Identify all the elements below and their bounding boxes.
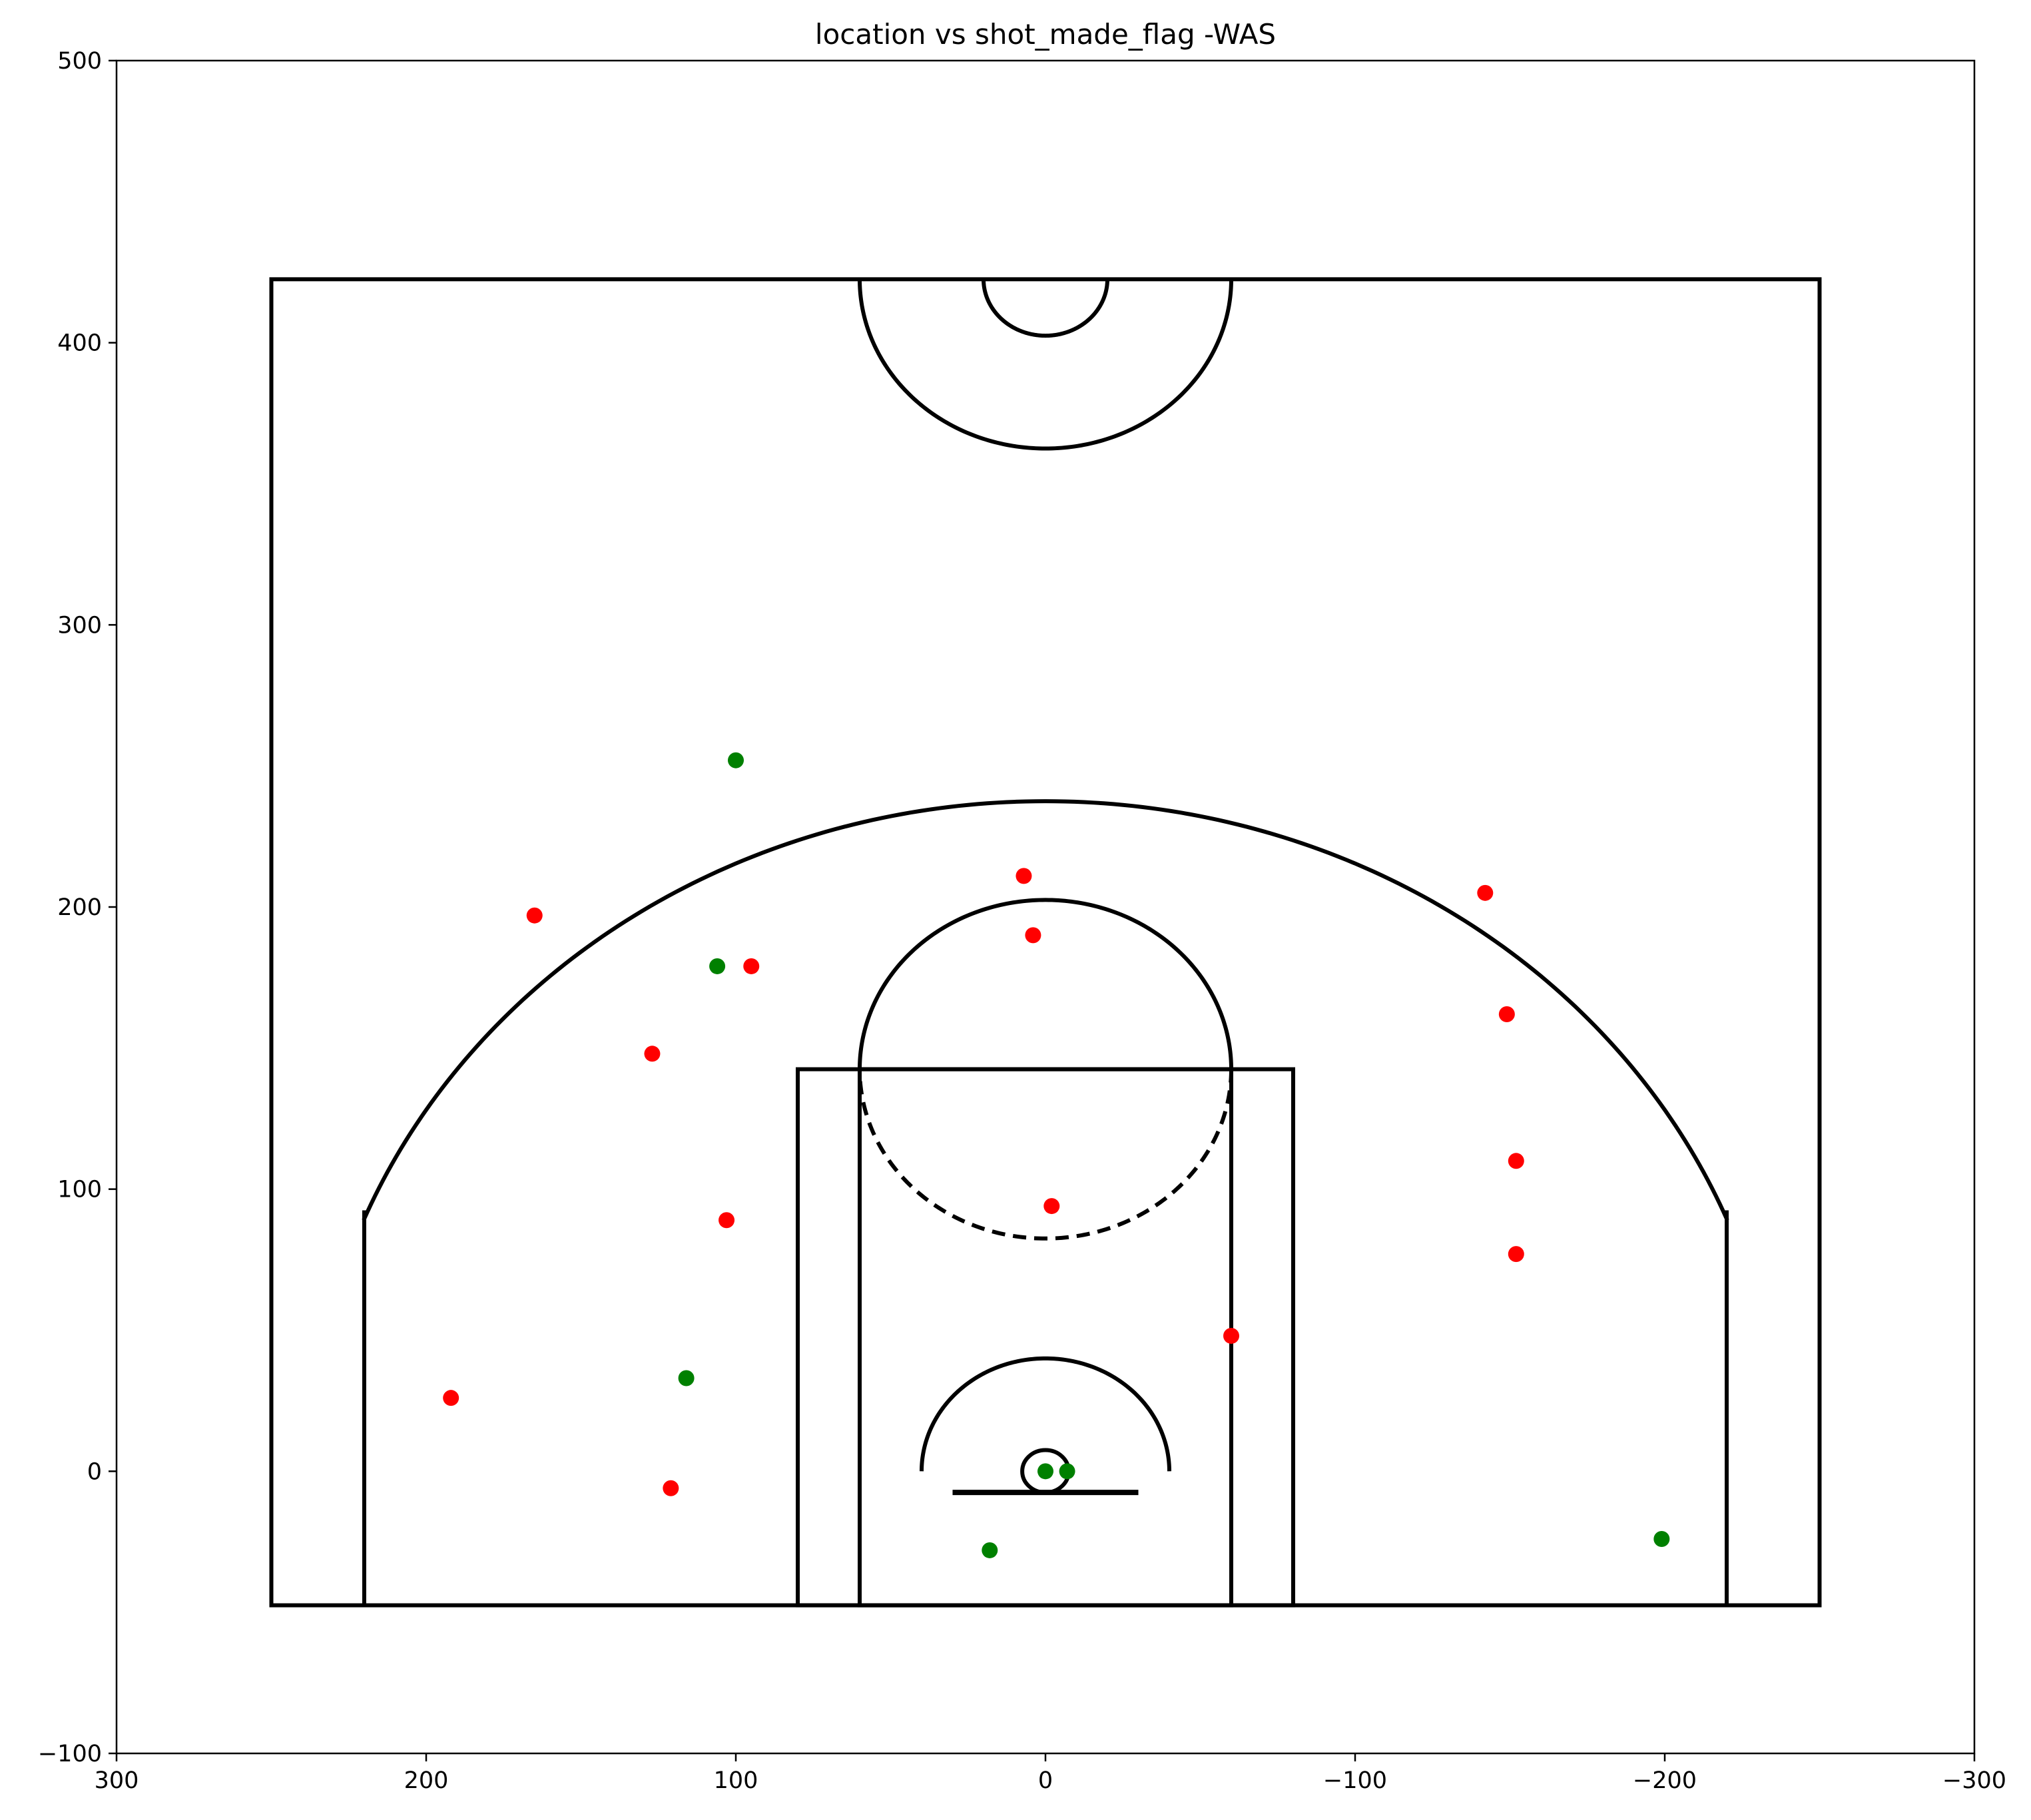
missed-shot-point bbox=[1477, 884, 1494, 901]
y-tick-label: 200 bbox=[57, 894, 102, 921]
missed-shot-point bbox=[1025, 927, 1041, 944]
missed-shot-point bbox=[719, 1212, 735, 1229]
made-shot-point bbox=[982, 1542, 998, 1558]
made-shot-point bbox=[678, 1370, 695, 1386]
y-tick-label: 100 bbox=[57, 1177, 102, 1203]
y-tick-label: −100 bbox=[38, 1741, 102, 1767]
y-tick-label: 500 bbox=[57, 48, 102, 75]
missed-shot-point bbox=[1508, 1246, 1524, 1263]
x-axis: 300 200 100 0 −100 −200 −300 bbox=[95, 1753, 2006, 1794]
missed-shot-point bbox=[1508, 1153, 1524, 1169]
y-axis: 500 400 300 200 100 0 −100 bbox=[38, 48, 117, 1767]
x-tick-label: 200 bbox=[404, 1767, 449, 1794]
missed-shot-point bbox=[443, 1390, 459, 1406]
missed-shot-point bbox=[663, 1480, 679, 1496]
missed-shot-point bbox=[644, 1046, 661, 1062]
free-throw-arc-top bbox=[858, 898, 1233, 1069]
missed-shot-point bbox=[1043, 1198, 1060, 1215]
court-lines bbox=[269, 277, 1822, 1608]
center-arc-outer bbox=[858, 279, 1233, 451]
free-throw-arc-bottom bbox=[858, 1069, 1233, 1241]
missed-shot-point bbox=[1223, 1327, 1239, 1344]
center-arc-inner bbox=[982, 279, 1109, 338]
made-shot-point bbox=[728, 752, 744, 768]
y-tick-label: 0 bbox=[87, 1458, 102, 1485]
x-tick-label: −200 bbox=[1633, 1767, 1697, 1794]
made-shot-point bbox=[709, 958, 726, 974]
x-tick-label: 300 bbox=[95, 1767, 139, 1794]
shot-points bbox=[443, 752, 1670, 1558]
x-tick-label: −300 bbox=[1942, 1767, 2006, 1794]
y-tick-label: 300 bbox=[57, 612, 102, 639]
y-tick-label: 400 bbox=[57, 330, 102, 357]
made-shot-point bbox=[1059, 1463, 1075, 1480]
missed-shot-point bbox=[526, 907, 543, 924]
made-shot-point bbox=[1653, 1531, 1670, 1548]
x-tick-label: 0 bbox=[1038, 1767, 1053, 1794]
missed-shot-point bbox=[743, 958, 760, 974]
three-point-arc bbox=[362, 799, 1729, 1221]
x-tick-label: −100 bbox=[1323, 1767, 1387, 1794]
chart-title: location vs shot_made_flag -WAS bbox=[815, 18, 1276, 51]
missed-shot-point bbox=[1016, 868, 1032, 884]
restricted-area-arc bbox=[920, 1356, 1171, 1472]
made-shot-point bbox=[1037, 1463, 1053, 1480]
plot-frame bbox=[115, 59, 1976, 1755]
paint-inner-box bbox=[858, 1067, 1233, 1608]
missed-shot-point bbox=[1498, 1006, 1515, 1022]
x-tick-label: 100 bbox=[714, 1767, 758, 1794]
court-boundary bbox=[269, 277, 1822, 1608]
paint-outer-box bbox=[796, 1067, 1295, 1608]
